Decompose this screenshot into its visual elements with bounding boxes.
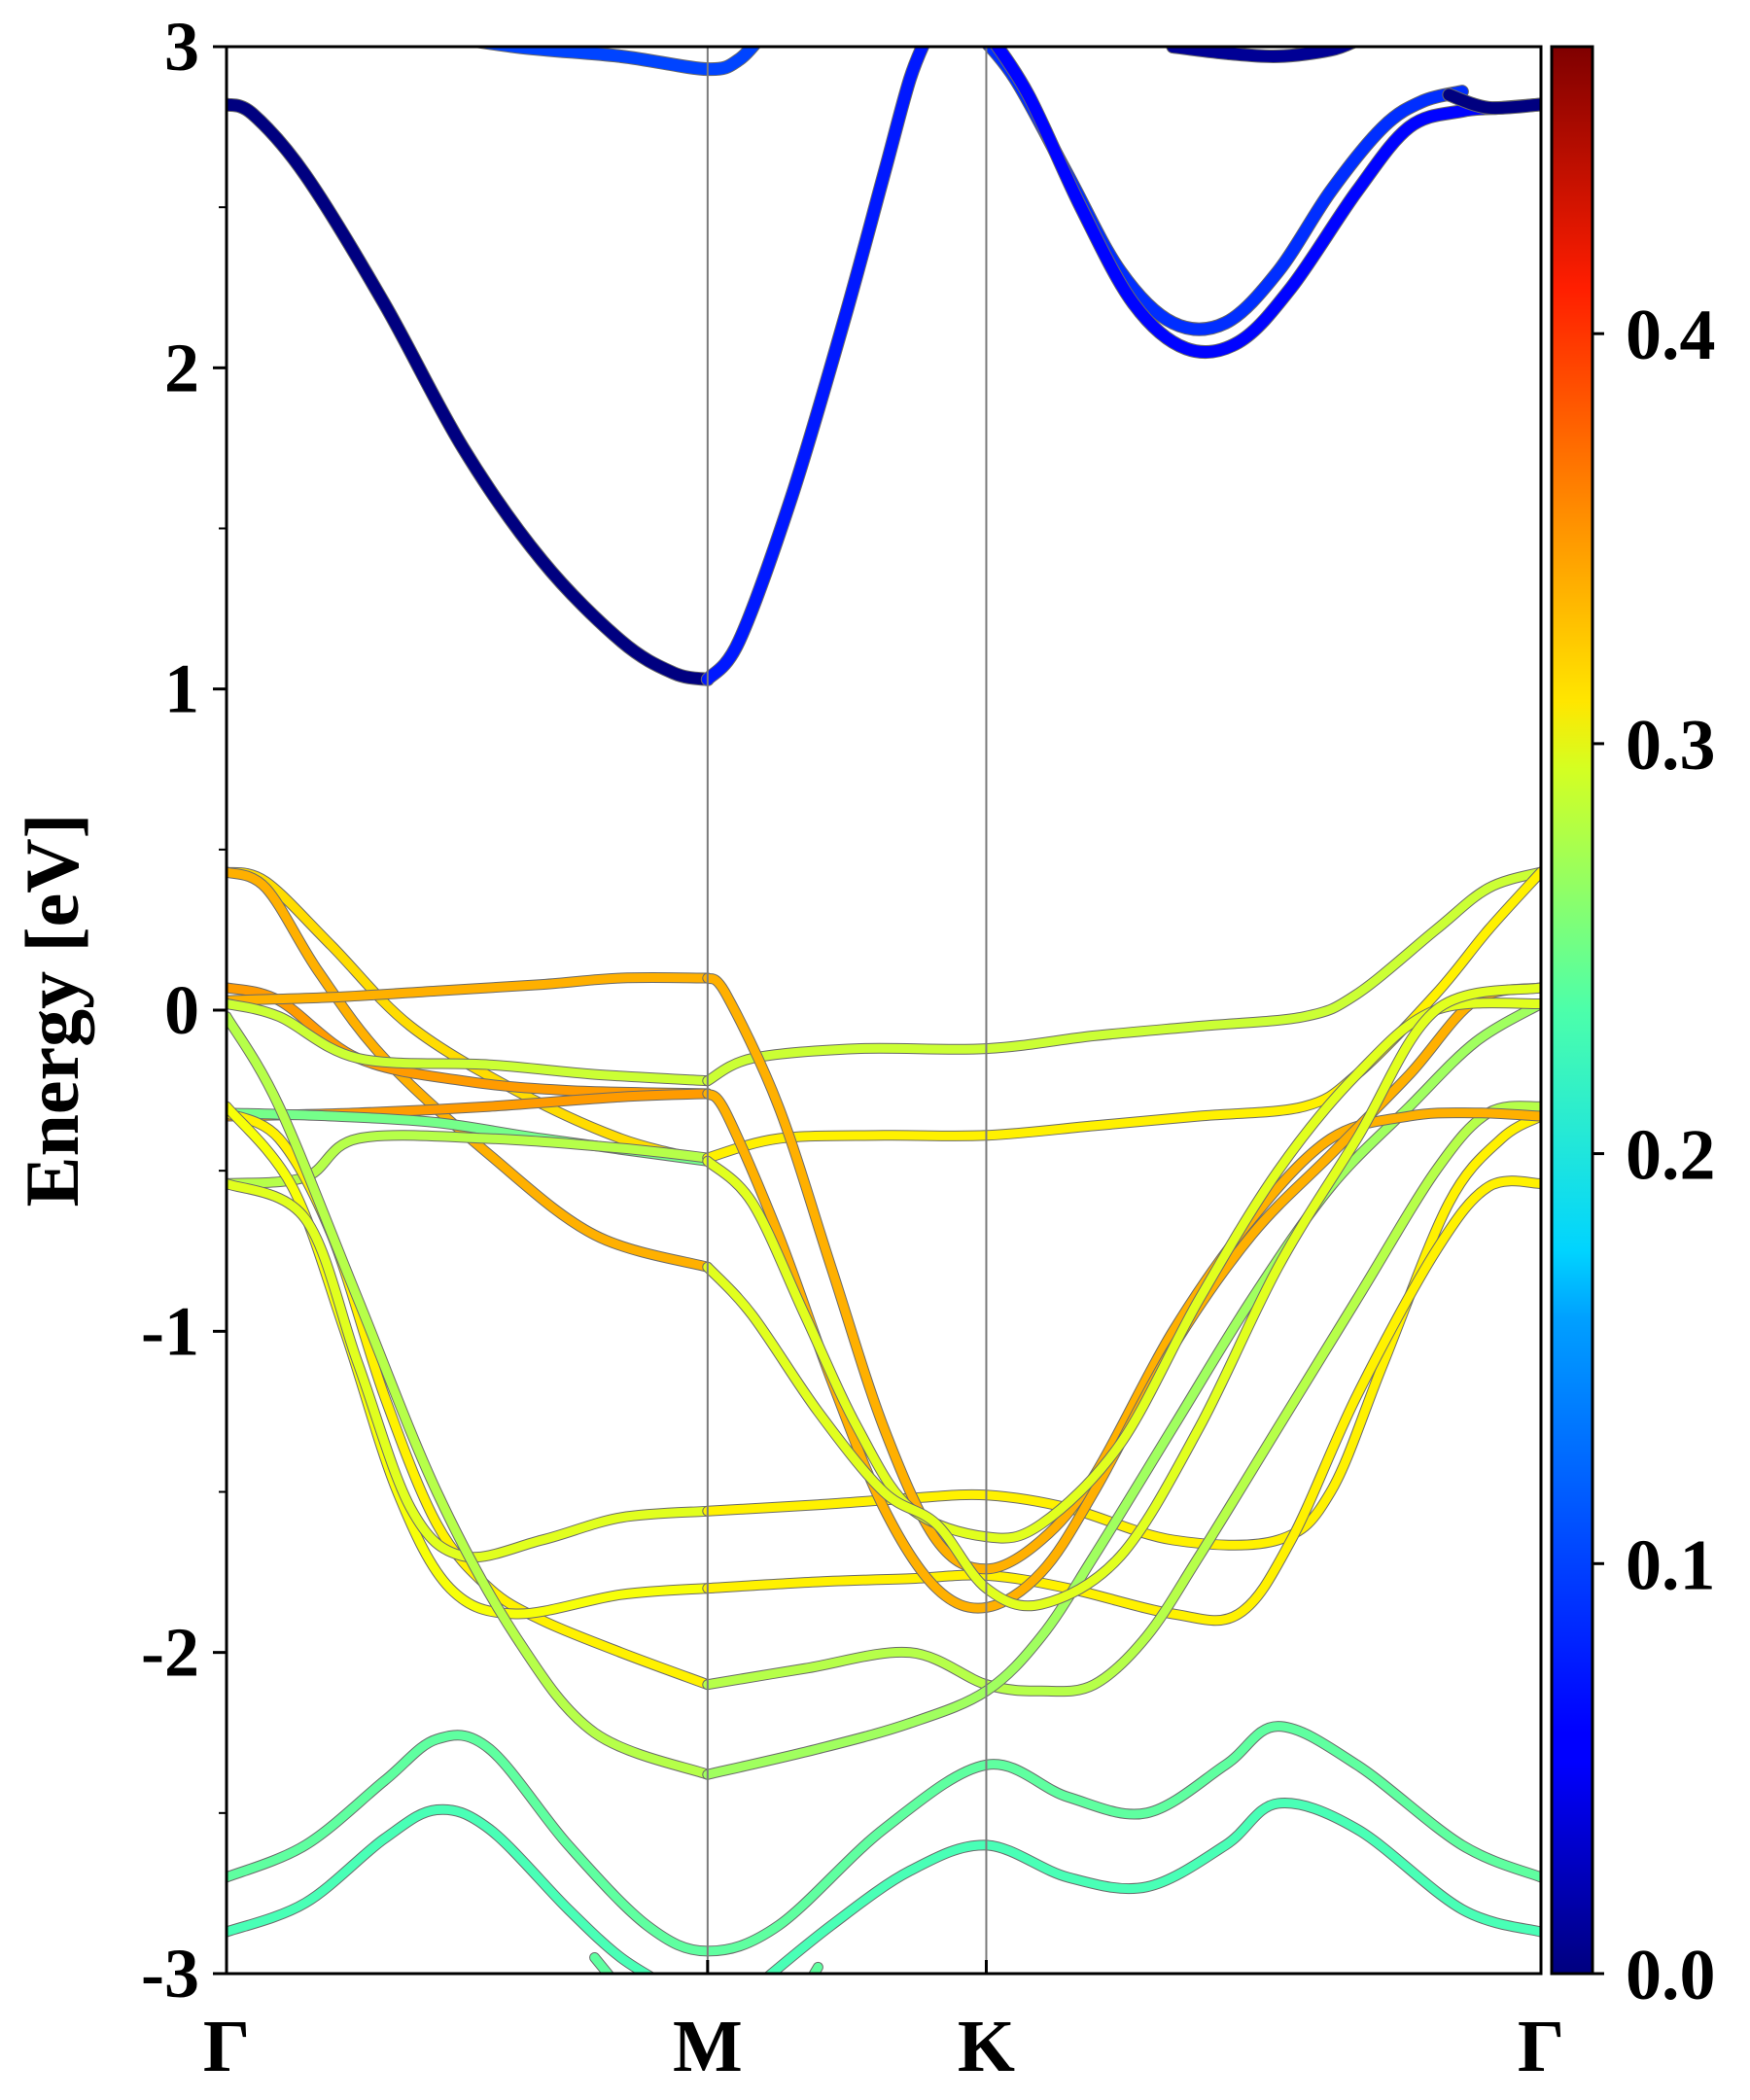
band-line (764, 1799, 1541, 1974)
band-line (227, 867, 713, 1166)
band-outline (702, 1110, 1541, 1551)
band-line (590, 1953, 613, 1974)
y-tick-label: -2 (141, 1614, 199, 1692)
colorbar-ticks: 0.0 0.1 0.2 0.3 0.4 (1592, 296, 1716, 2015)
band-line (227, 1722, 1541, 1956)
band-line (703, 1111, 1541, 1550)
x-tick-label: M (673, 2006, 743, 2087)
y-tick-label: -3 (141, 1935, 199, 2012)
x-tick-label: Γ (1518, 2006, 1564, 2087)
band-line (701, 47, 929, 685)
band-line (703, 998, 1541, 1543)
colorbar-tick-label: 0.2 (1626, 1116, 1716, 1196)
colorbar-tick-label: 0.0 (1626, 1936, 1716, 2015)
band-line (982, 47, 1468, 335)
colorbar-tick-label: 0.1 (1626, 1525, 1716, 1605)
colorbar-tick-label: 0.4 (1626, 296, 1716, 375)
band-line (809, 1962, 822, 1974)
band-lines (227, 47, 1541, 1974)
band-outline (227, 1177, 714, 1563)
colorbar (1550, 45, 1594, 1976)
band-line (473, 47, 760, 76)
band-line (227, 1178, 713, 1562)
band-line (703, 867, 1541, 1086)
y-tick-label: 3 (164, 8, 199, 86)
band-line (227, 1804, 654, 1974)
y-axis-ticks: -3 -2 -1 0 1 2 3 (141, 8, 227, 2012)
kpoint-separators (706, 47, 988, 1974)
plot-frame (225, 45, 1543, 1976)
band-line (703, 998, 1541, 1779)
band-line (1167, 47, 1357, 62)
band-line (1443, 88, 1541, 115)
band-line (227, 973, 713, 1005)
band-outline (981, 47, 1469, 336)
band-outline (227, 1803, 656, 1974)
colorbar-tick-label: 0.3 (1626, 706, 1716, 786)
band-line (703, 867, 1541, 1163)
y-tick-label: 0 (164, 971, 199, 1049)
y-tick-label: -1 (141, 1292, 199, 1370)
band-line (227, 998, 713, 1086)
y-tick-label: 2 (164, 329, 199, 406)
band-line (703, 1102, 1541, 1697)
band-line (227, 98, 714, 685)
band-line (703, 983, 1541, 1611)
band-line (227, 1102, 713, 1619)
band-outline (227, 97, 715, 686)
x-tick-label: Γ (203, 2006, 250, 2087)
band-line (227, 1012, 713, 1779)
x-tick-label: K (958, 2006, 1015, 2087)
band-line (990, 47, 1541, 359)
y-axis-label: Energy [eV] (10, 813, 94, 1207)
y-tick-label: 1 (164, 650, 199, 728)
band-line (703, 1176, 1541, 1626)
